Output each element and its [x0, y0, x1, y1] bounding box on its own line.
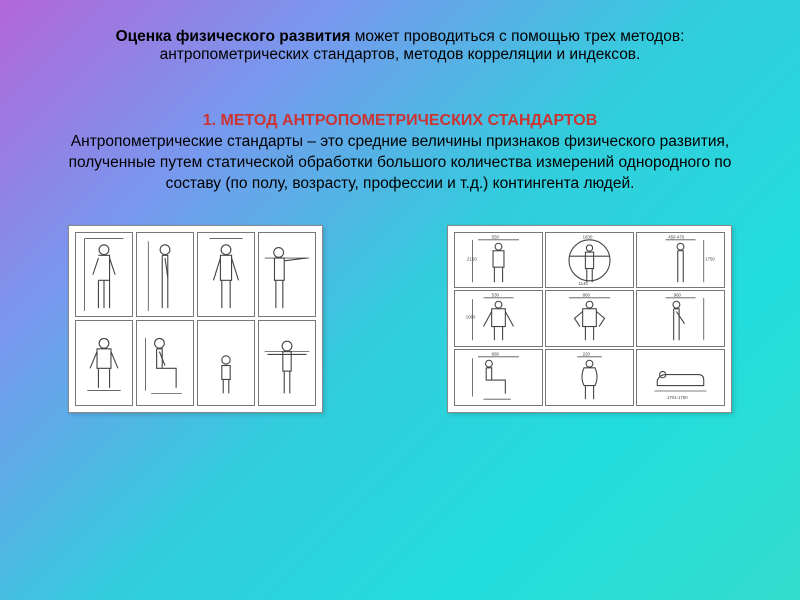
dim-label: 1830	[583, 234, 593, 239]
diagram-left	[68, 225, 323, 413]
dim-label: 680	[492, 352, 500, 357]
dim-elbow: 860	[545, 290, 634, 347]
pose-sitting-front	[75, 320, 133, 406]
title-block: Оценка физического развития может провод…	[50, 28, 750, 64]
section-block: 1. МЕТОД АНТРОПОМЕТРИЧЕСКИХ СТАНДАРТОВ А…	[50, 112, 750, 195]
dim-seated: 680	[454, 349, 543, 406]
dim-label: 1140	[579, 281, 589, 286]
pose-front-arms	[197, 232, 255, 318]
dim-side-narrow: 450-470 1750	[636, 232, 725, 289]
dim-back-height: 550 2150	[454, 232, 543, 289]
dim-label: 1750	[705, 256, 715, 261]
pose-armspan	[258, 320, 316, 406]
diagrams-row: 550 2150 1830	[50, 225, 750, 413]
dim-label: 450-470	[668, 234, 685, 239]
dim-hip: 220	[545, 349, 634, 406]
dim-label: 960	[674, 293, 682, 298]
dim-side-profile: 960	[636, 290, 725, 347]
pose-side-standing	[136, 232, 194, 318]
section-heading: 1. МЕТОД АНТРОПОМЕТРИЧЕСКИХ СТАНДАРТОВ	[50, 112, 750, 130]
dim-label: 1701-1750	[667, 395, 688, 400]
dim-shoulders: 530 1080	[454, 290, 543, 347]
pose-arm-reach	[258, 232, 316, 318]
dim-armspan-circle: 1830 1140	[545, 232, 634, 289]
grid-right: 550 2150 1830	[454, 232, 725, 406]
section-body: Антропометрические стандарты – это средн…	[50, 132, 750, 195]
pose-sitting-side	[136, 320, 194, 406]
dim-label: 2150	[467, 256, 477, 261]
grid-left	[75, 232, 316, 406]
diagram-right: 550 2150 1830	[447, 225, 732, 413]
dim-lying: 1701-1750	[636, 349, 725, 406]
title-bold: Оценка физического развития	[116, 28, 351, 45]
dim-label: 220	[583, 352, 591, 357]
pose-small	[197, 320, 255, 406]
dim-label: 860	[583, 293, 591, 298]
dim-label: 530	[492, 293, 500, 298]
dim-label: 550	[492, 234, 500, 239]
dim-label: 1080	[466, 315, 476, 320]
pose-front-standing	[75, 232, 133, 318]
